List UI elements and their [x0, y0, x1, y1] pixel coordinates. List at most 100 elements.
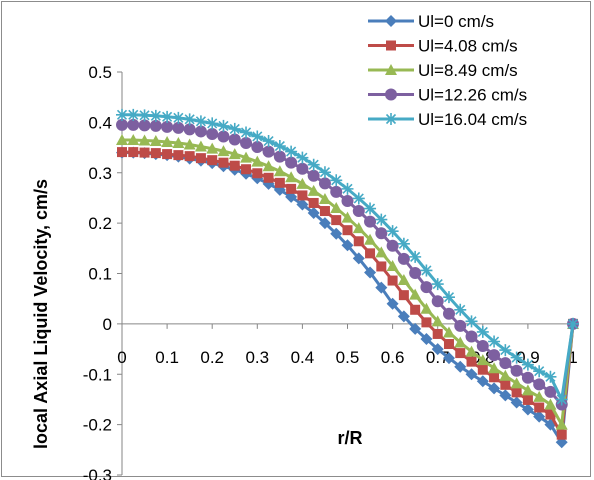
x-tick-label: 0.2: [200, 348, 224, 367]
series-3-point: [386, 239, 399, 252]
series-1-point: [331, 215, 342, 226]
series-4-point: [341, 182, 354, 195]
x-tick-label: 1: [568, 348, 577, 367]
series-4-point: [149, 109, 162, 122]
series-3-point: [116, 118, 128, 131]
series-1-point: [421, 317, 432, 328]
series-1-point: [207, 155, 218, 166]
series-2-point: [442, 326, 455, 338]
series-4-point: [510, 351, 523, 364]
series-4-point: [386, 225, 399, 238]
y-tick-label: -0.2: [83, 416, 112, 435]
x-axis-title: r/R: [337, 428, 362, 448]
series-3-point: [465, 330, 478, 343]
series-2-point: [318, 192, 331, 204]
series-4-point: [555, 393, 568, 406]
series-0-point: [431, 343, 444, 356]
series-3-point: [149, 119, 162, 132]
series-4-point: [307, 158, 320, 171]
series-3-point: [544, 385, 557, 398]
series-2-point: [330, 202, 343, 214]
series-4-point: [567, 317, 579, 330]
x-tick-label: 0.1: [155, 348, 179, 367]
series-3-point: [183, 123, 196, 136]
series-2-point: [465, 345, 478, 357]
series-4-point: [420, 264, 433, 277]
series-1-point: [297, 190, 308, 201]
y-tick-label: -0.1: [83, 365, 112, 384]
series-2-point: [194, 140, 207, 152]
series-3-point: [285, 156, 298, 169]
series-2-point: [251, 155, 264, 167]
series-0-point: [521, 403, 534, 416]
series-1-point: [241, 164, 252, 175]
series-1-point: [117, 147, 127, 158]
series-4-point: [127, 108, 140, 121]
series-4-point: [138, 109, 151, 122]
series-4-point: [431, 278, 444, 291]
series-2-point: [533, 390, 546, 402]
series-1-point: [263, 172, 274, 183]
series-2-point: [476, 354, 489, 366]
series-2-point: [161, 136, 174, 148]
series-1-point: [443, 339, 454, 350]
series-1-point: [184, 151, 195, 162]
series-1-point: [387, 275, 398, 286]
series-2-point: [217, 145, 230, 157]
series-3-point: [307, 169, 320, 182]
series-3-point: [138, 119, 151, 132]
series-1-point: [128, 147, 139, 158]
series-2-point: [296, 177, 309, 189]
series-0-point: [454, 360, 467, 373]
series-1-point: [522, 394, 533, 405]
y-axis-title: local Axial Liquid Velocity, cm/s: [31, 179, 51, 449]
series-2-point: [555, 418, 568, 430]
series-4-point: [330, 174, 343, 187]
series-2-point: [262, 160, 275, 172]
series-2-point: [386, 259, 399, 271]
series-1-point: [353, 236, 364, 247]
series-3-point: [499, 357, 512, 370]
series-3-point: [262, 145, 275, 158]
series-0-point: [465, 368, 478, 381]
series-3-point: [420, 281, 433, 294]
series-1-point: [365, 248, 376, 259]
series-4-point: [488, 335, 501, 348]
series-4-point: [397, 237, 410, 250]
series-3-point: [341, 194, 354, 207]
series-1-point: [139, 147, 150, 158]
legend-marker: [385, 88, 397, 101]
series-3-point: [476, 340, 489, 353]
series-3-point: [273, 150, 286, 163]
legend-label: Ul=0 cm/s: [418, 12, 494, 31]
y-tick-label: 0.4: [88, 113, 112, 132]
series-4-point: [273, 140, 286, 153]
series-1-point: [545, 409, 556, 420]
series-2-point: [364, 233, 377, 245]
series-2-point: [409, 288, 422, 300]
series-2-point: [510, 377, 523, 389]
series-3-point: [251, 141, 264, 154]
series-3-point: [240, 137, 253, 150]
series-2-point: [341, 211, 354, 223]
y-tick-label: 0.2: [88, 214, 112, 233]
series-3-point: [364, 215, 377, 228]
series-3-point: [217, 130, 230, 143]
series-2-point: [273, 165, 286, 177]
series-3-point: [330, 185, 343, 198]
series-0-point: [364, 266, 377, 279]
series-1-point: [218, 157, 229, 168]
y-tick-label: 0.3: [88, 164, 112, 183]
series-0-point: [386, 297, 399, 310]
series-4-point: [183, 113, 196, 126]
series-2-point: [431, 315, 444, 327]
series-2-point: [375, 246, 388, 258]
series-3-point: [228, 133, 241, 146]
series-3-point: [318, 177, 331, 190]
series-0-point: [442, 352, 455, 365]
series-1-point: [432, 328, 443, 339]
series-1-point: [556, 429, 567, 440]
series-2-point: [183, 138, 196, 150]
x-tick-label: 0.4: [291, 348, 315, 367]
